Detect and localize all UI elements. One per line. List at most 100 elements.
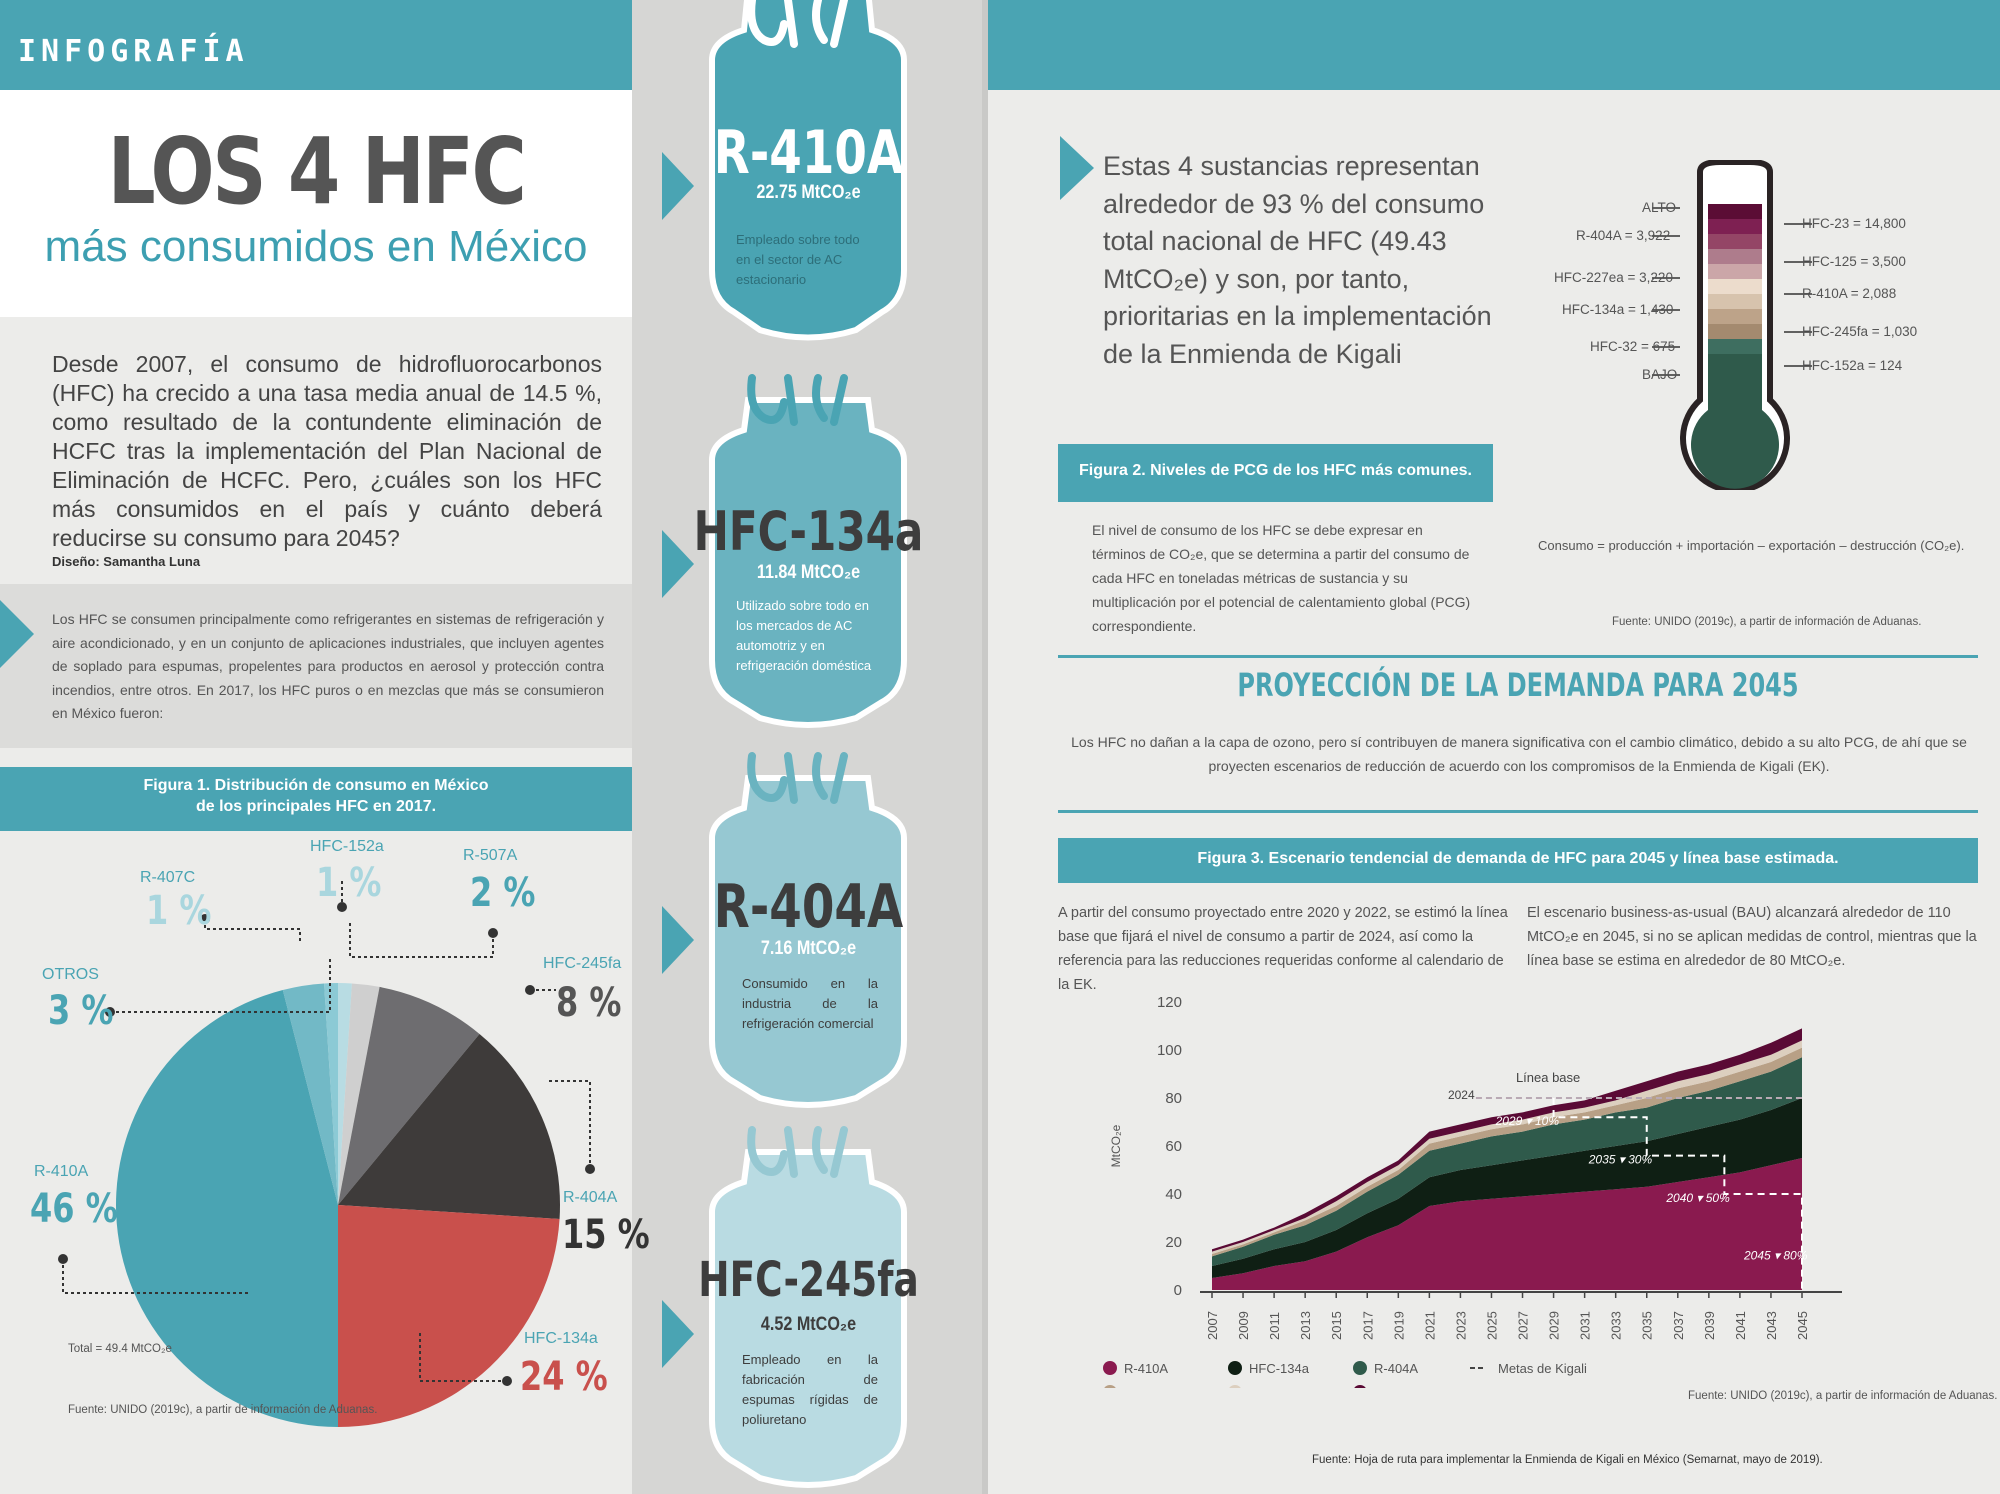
projection-paragraph: Los HFC no dañan a la capa de ozono, per… bbox=[1071, 734, 1967, 774]
legend-label: HFC-134a bbox=[1249, 1361, 1310, 1376]
design-credit: Diseño: Samantha Luna bbox=[52, 554, 201, 569]
pie-leader-line bbox=[349, 921, 494, 958]
x-tick-label: 2033 bbox=[1609, 1311, 1624, 1340]
thermo-label-hfc32: HFC-32 = 675 bbox=[1590, 339, 1676, 354]
x-tick-label: 2035 bbox=[1640, 1311, 1655, 1340]
pie-slice-hfc245fa bbox=[338, 986, 480, 1205]
legend-label: R-507A bbox=[1249, 1385, 1293, 1388]
y-tick-label: 100 bbox=[1157, 1042, 1182, 1059]
arrow-r410a-icon bbox=[662, 152, 694, 220]
pie-leader-dot bbox=[488, 928, 498, 938]
legend-swatch bbox=[1103, 1361, 1117, 1375]
area-series-r410a bbox=[1212, 1158, 1802, 1290]
title-block bbox=[0, 90, 632, 317]
cylinder-desc-r404a: Consumido en la industria de la refriger… bbox=[742, 976, 878, 1031]
pie-label-r407c: R-407C bbox=[140, 869, 196, 886]
fig1-source: Fuente: UNIDO (2019c), a partir de infor… bbox=[68, 1404, 378, 1416]
y-tick-label: 20 bbox=[1165, 1234, 1182, 1251]
pie-slice-r407c bbox=[324, 983, 338, 1205]
pie-leader-dot bbox=[200, 914, 210, 924]
pie-leader-dot bbox=[58, 1254, 68, 1264]
x-tick-label: 2011 bbox=[1267, 1312, 1282, 1340]
pie-leader-dot bbox=[502, 1376, 512, 1386]
area-series-hfc245a bbox=[1212, 1047, 1802, 1257]
pie-leader-line bbox=[419, 1331, 507, 1382]
thermo-label-r404a: R-404A = 3,922 bbox=[1576, 228, 1671, 243]
area-series-r507a bbox=[1212, 1040, 1802, 1254]
fig1-title-bar bbox=[0, 767, 632, 831]
cylinder-r404a bbox=[709, 752, 907, 1108]
legend-swatch bbox=[1353, 1361, 1367, 1375]
x-tick-label: 2039 bbox=[1702, 1311, 1717, 1340]
pie-pct-hfc245fa: 8 % bbox=[556, 980, 622, 1026]
legend-swatch bbox=[1229, 1385, 1241, 1388]
y-tick-label: 80 bbox=[1165, 1090, 1182, 1107]
legend-label: R-410A bbox=[1124, 1361, 1168, 1376]
thermometer-ticks bbox=[1652, 207, 1812, 376]
cylinder-desc-hfc134a: Utilizado sobre todo en los mercados de … bbox=[736, 598, 872, 673]
legend-label: R-404A bbox=[1374, 1361, 1418, 1376]
x-tick-label: 2009 bbox=[1236, 1311, 1251, 1340]
cylinder-desc-hfc245fa: Empleado en la fabricación de espumas rí… bbox=[742, 1352, 878, 1427]
fig1-title-line2: de los principales HFC en 2017. bbox=[195, 798, 437, 815]
legend-label: OTROS bbox=[1374, 1385, 1421, 1388]
thermo-label-alto: ALTO bbox=[1642, 200, 1677, 215]
pie-slice-r507a bbox=[338, 983, 380, 1205]
x-tick-label: 2043 bbox=[1764, 1311, 1779, 1340]
pie-leader-dot bbox=[585, 1164, 595, 1174]
thermo-label-bajo: BAJO bbox=[1642, 367, 1678, 382]
cylinder-name-hfc245fa: HFC-245fa bbox=[698, 1252, 919, 1308]
fig1-title-line1: Figura 1. Distribución de consumo en Méx… bbox=[143, 777, 489, 794]
pie-label-hfc245fa: HFC-245fa bbox=[543, 955, 622, 972]
x-tick-label: 2041 bbox=[1733, 1311, 1748, 1340]
pie-pct-otros: 3 % bbox=[48, 988, 114, 1034]
pie-label-r404a: R-404A bbox=[563, 1189, 618, 1206]
fig3-area-chart: 0 20 40 60 80 100 120 MtCO₂e Línea base 2024 2029… bbox=[1103, 994, 1842, 1388]
arrow-marker-icon bbox=[0, 600, 34, 668]
page-title: LOS 4 HFC bbox=[107, 118, 527, 225]
legend-kigali-label: Metas de Kigali bbox=[1498, 1361, 1587, 1376]
fig2-title: Figura 2. Niveles de PCG de los HFC más … bbox=[1078, 462, 1472, 479]
pie-label-hfc134a: HFC-134a bbox=[524, 1330, 598, 1347]
fig1-total: Total = 49.4 MtCO₂e bbox=[68, 1343, 172, 1355]
page-subtitle: más consumidos en México bbox=[44, 222, 588, 271]
cylinder-desc-r410a: Empleado sobre todo en el sector de AC e… bbox=[736, 232, 860, 287]
intro-paragraph: Desde 2007, el consumo de hidrofluorocar… bbox=[52, 351, 602, 551]
x-tick-label: 2013 bbox=[1298, 1311, 1313, 1340]
divider-top bbox=[1058, 655, 1978, 658]
area-series-otros bbox=[1212, 1028, 1802, 1252]
header-bar-left bbox=[0, 0, 632, 90]
consumption-formula: Consumo = producción + importación – exp… bbox=[1538, 538, 1965, 553]
kigali-target-label: 2029 ▾ 10% bbox=[1495, 1114, 1560, 1128]
thermo-label-hfc245fa: HFC-245fa = 1,030 bbox=[1802, 324, 1918, 339]
x-tick-label: 2019 bbox=[1391, 1311, 1406, 1340]
cylinder-value-hfc245fa: 4.52 MtCO₂e bbox=[760, 1314, 857, 1335]
pie-leader-dot bbox=[525, 985, 535, 995]
pie-leader-line bbox=[204, 919, 301, 941]
projection-title: PROYECCIÓN DE LA DEMANDA PARA 2045 bbox=[1237, 666, 1799, 704]
kigali-target-label: 2035 ▾ 30% bbox=[1588, 1153, 1653, 1167]
cylinder-value-r410a: 22.75 MtCO₂e bbox=[756, 182, 861, 203]
legend-swatch bbox=[1104, 1385, 1116, 1388]
pie-pct-hfc152a: 1 % bbox=[316, 860, 382, 906]
cylinder-name-hfc134a: HFC-134a bbox=[693, 500, 924, 563]
fig3-col1: A partir del consumo proyectado entre 20… bbox=[1058, 905, 1508, 993]
pie-pct-r507a: 2 % bbox=[470, 870, 536, 916]
section-label: INFOGRAFÍA bbox=[18, 34, 249, 69]
pie-label-otros: OTROS bbox=[42, 966, 99, 983]
pie-label-hfc152a: HFC-152a bbox=[310, 838, 384, 855]
pie-slice-r410a bbox=[115, 989, 338, 1427]
thermo-label-r410a: R-410A = 2,088 bbox=[1802, 286, 1897, 301]
kigali-target-line bbox=[1552, 1098, 1803, 1290]
baseline-year-label: 2024 bbox=[1448, 1088, 1475, 1102]
y-tick-label: 120 bbox=[1157, 994, 1182, 1011]
thermo-label-hfc23: HFC-23 = 14,800 bbox=[1802, 216, 1906, 231]
legend-baseline-label: LB HFC+HCF65% bbox=[1498, 1385, 1605, 1388]
pie-slice-hfc152a bbox=[338, 983, 352, 1205]
legend-label: HFC-245a bbox=[1124, 1385, 1185, 1388]
cylinder-hfc245fa bbox=[709, 1126, 907, 1488]
fig3-source: Fuente: UNIDO (2019c), a partir de infor… bbox=[1688, 1390, 1998, 1402]
cylinder-name-r404a: R-404A bbox=[713, 872, 904, 942]
pie-pct-r410a: 46 % bbox=[30, 1186, 118, 1232]
pie-pct-r404a: 15 % bbox=[562, 1212, 650, 1258]
